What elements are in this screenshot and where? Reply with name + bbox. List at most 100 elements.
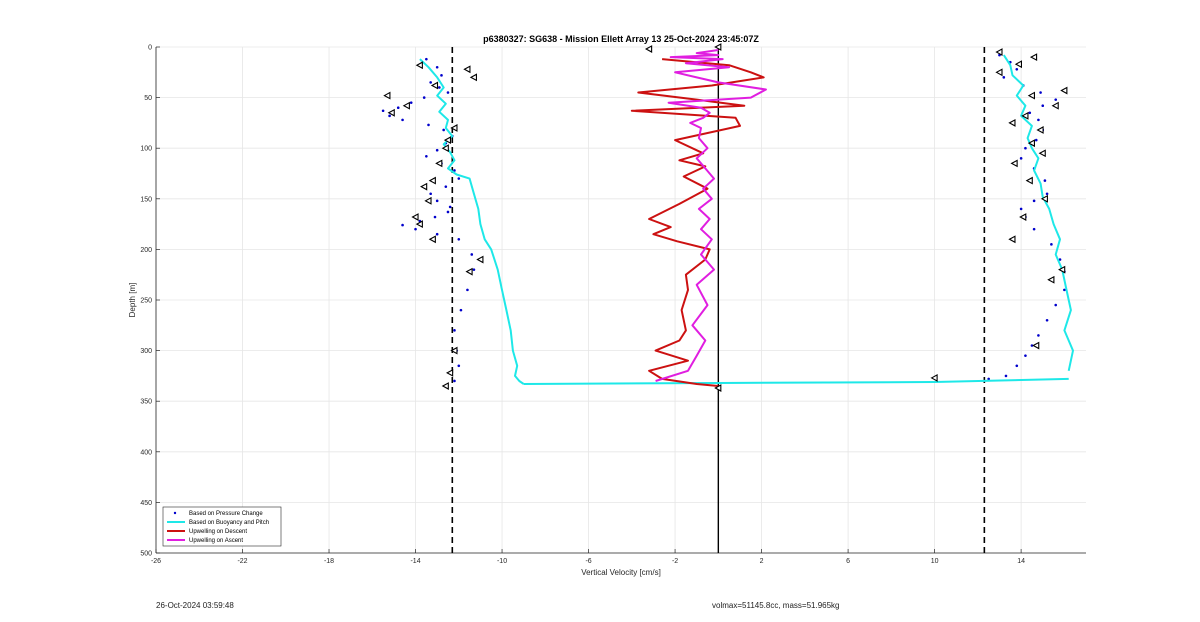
data-point-based-on-pressure-change — [453, 329, 456, 332]
triangle-marker — [1027, 139, 1035, 148]
triangle-marker — [1058, 265, 1066, 274]
data-point-based-on-pressure-change — [1032, 199, 1036, 203]
series-line-upwelling-on-ascent — [655, 49, 767, 382]
y-tick-label: 0 — [148, 45, 152, 52]
y-tick-label: 200 — [140, 247, 152, 254]
data-point-based-on-pressure-change — [388, 114, 391, 118]
data-point-based-on-pressure-change — [401, 223, 404, 227]
y-tick-label: 350 — [140, 399, 152, 406]
data-point-based-on-pressure-change — [1030, 344, 1034, 347]
triangle-marker — [465, 267, 473, 276]
triangle-marker — [1029, 53, 1038, 62]
data-point-based-on-pressure-change — [429, 192, 432, 196]
data-point-based-on-pressure-change — [446, 91, 450, 94]
data-point-based-on-pressure-change — [396, 106, 400, 110]
data-point-based-on-pressure-change — [448, 205, 452, 209]
data-point-based-on-pressure-change — [440, 74, 443, 77]
triangle-marker — [383, 91, 391, 100]
triangle-marker — [441, 144, 449, 153]
data-point-based-on-pressure-change — [409, 101, 413, 104]
triangle-marker — [1008, 235, 1016, 244]
data-point-based-on-pressure-change — [470, 253, 474, 256]
data-point-based-on-pressure-change — [1037, 118, 1040, 122]
data-point-based-on-pressure-change — [1039, 91, 1042, 94]
y-tick-label: 400 — [140, 449, 152, 456]
triangle-marker — [415, 61, 423, 70]
footer-info: volmax=51145.8cc, mass=51.965kg — [712, 601, 840, 610]
legend-entry: Based on Pressure Change — [189, 511, 263, 517]
triangle-marker — [1051, 101, 1059, 110]
series-line-based-on-buoyancy-and-pitch — [523, 377, 1069, 385]
data-point-based-on-pressure-change — [433, 215, 437, 219]
data-point-based-on-pressure-change — [1032, 227, 1036, 231]
data-point-based-on-pressure-change — [1019, 207, 1023, 211]
triangle-marker — [445, 368, 454, 377]
triangle-marker — [1019, 213, 1027, 221]
data-point-based-on-pressure-change — [425, 154, 428, 158]
triangle-marker — [714, 43, 722, 51]
data-point-based-on-pressure-change — [1024, 146, 1027, 150]
triangle-marker — [430, 81, 439, 90]
x-tick-label: -22 — [237, 558, 247, 565]
x-tick-label: -26 — [151, 558, 161, 565]
data-point-based-on-pressure-change — [466, 288, 469, 292]
triangle-marker — [469, 73, 477, 82]
data-point-based-on-pressure-change — [442, 128, 445, 132]
x-axis-label: Vertical Velocity [cm/s] — [581, 568, 661, 577]
legend-entry: Upwelling on Ascent — [189, 538, 243, 544]
data-point-based-on-pressure-change — [1004, 374, 1008, 378]
y-tick-label: 500 — [140, 551, 152, 558]
triangle-marker — [1027, 91, 1035, 100]
data-point-based-on-pressure-change — [429, 81, 432, 84]
data-point-based-on-pressure-change — [472, 268, 476, 271]
legend-entry: Based on Buoyancy and Pitch — [189, 520, 269, 526]
legend-swatch-based-on-pressure-change — [173, 511, 177, 515]
data-point-based-on-pressure-change — [1050, 243, 1053, 246]
data-point-based-on-pressure-change — [1043, 179, 1047, 182]
data-point-based-on-pressure-change — [401, 118, 404, 122]
data-point-based-on-pressure-change — [425, 57, 428, 61]
series-line-based-on-buoyancy-and-pitch — [1002, 54, 1074, 372]
x-tick-label: -6 — [585, 558, 591, 565]
triangle-marker — [415, 220, 423, 229]
triangle-marker — [1025, 176, 1033, 185]
data-point-based-on-pressure-change — [1054, 303, 1058, 307]
data-point-based-on-pressure-change — [1028, 111, 1032, 115]
legend: Based on Pressure Change Based on Buoyanc… — [162, 506, 282, 547]
data-point-based-on-pressure-change — [1019, 157, 1023, 160]
y-tick-label: 300 — [140, 348, 152, 355]
x-tick-label: -2 — [672, 558, 678, 565]
data-point-based-on-pressure-change — [435, 65, 439, 69]
data-point-based-on-pressure-change — [438, 86, 441, 89]
triangle-marker — [450, 346, 458, 355]
data-point-based-on-pressure-change — [453, 379, 456, 383]
data-point-based-on-pressure-change — [1015, 67, 1019, 71]
triangle-marker — [387, 108, 395, 117]
x-tick-label: 10 — [931, 558, 939, 565]
triangle-marker — [420, 182, 428, 191]
triangle-marker — [443, 136, 452, 145]
triangle-marker — [1038, 149, 1046, 158]
data-point-based-on-pressure-change — [435, 148, 439, 152]
x-tick-label: 2 — [760, 558, 764, 565]
triangle-marker — [1047, 275, 1055, 284]
y-tick-label: 100 — [140, 146, 152, 153]
data-point-based-on-pressure-change — [457, 364, 461, 368]
triangle-marker — [1040, 194, 1048, 203]
triangle-marker — [428, 176, 436, 185]
data-point-based-on-pressure-change — [1041, 104, 1045, 107]
y-tick-label: 50 — [144, 95, 152, 102]
data-point-based-on-pressure-change — [427, 123, 430, 127]
series-line-upwelling-on-descent — [630, 58, 765, 387]
y-tick-label: 250 — [140, 298, 152, 305]
data-point-based-on-pressure-change — [1024, 354, 1027, 357]
triangle-marker — [402, 101, 410, 110]
triangle-marker — [995, 68, 1003, 77]
y-axis-label: Depth [m] — [128, 283, 137, 318]
data-point-based-on-pressure-change — [1063, 288, 1066, 292]
data-point-based-on-pressure-change — [987, 377, 990, 381]
triangle-marker — [411, 213, 419, 221]
triangle-marker — [1060, 86, 1068, 95]
triangle-marker — [441, 382, 449, 390]
